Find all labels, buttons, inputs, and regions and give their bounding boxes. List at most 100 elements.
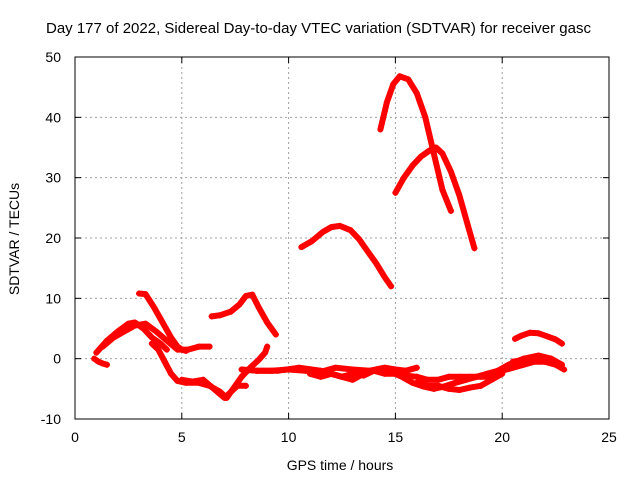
data-point <box>272 331 279 338</box>
data-point <box>234 382 241 389</box>
data-point <box>381 364 388 371</box>
data-point <box>262 349 269 356</box>
data-point <box>432 144 439 151</box>
data-point <box>488 376 495 383</box>
data-point <box>99 360 106 367</box>
data-point <box>110 334 117 341</box>
y-tick-label: 10 <box>45 290 61 306</box>
data-point <box>349 376 356 383</box>
data-point <box>168 334 175 341</box>
y-tick-label: -10 <box>41 411 61 427</box>
data-point <box>465 222 472 229</box>
data-point <box>439 150 446 157</box>
data-point <box>561 366 568 373</box>
x-axis-label: GPS time / hours <box>287 457 394 473</box>
data-point <box>499 370 506 377</box>
data-point <box>473 373 480 380</box>
data-point <box>221 394 228 401</box>
data-point <box>253 367 260 374</box>
data-point <box>195 343 202 350</box>
data-point <box>95 358 102 365</box>
data-point <box>512 335 519 342</box>
data-point <box>445 373 452 380</box>
y-tick-label: 20 <box>45 230 61 246</box>
data-point <box>255 356 262 363</box>
data-point <box>210 385 217 392</box>
data-point <box>317 373 324 380</box>
data-point <box>163 346 170 353</box>
series-arc-12 <box>377 73 454 214</box>
data-point <box>467 384 474 391</box>
data-point <box>142 291 149 298</box>
data-point <box>159 319 166 326</box>
data-point <box>390 81 397 88</box>
data-point <box>328 224 335 231</box>
y-tick-label: 50 <box>45 49 61 65</box>
data-point <box>249 291 256 298</box>
data-point <box>388 283 395 290</box>
data-point <box>317 367 324 374</box>
x-tick-label: 15 <box>388 429 404 445</box>
data-point <box>163 337 170 344</box>
data-point <box>360 370 367 377</box>
data-point <box>409 162 416 169</box>
data-point <box>242 292 249 299</box>
data-point <box>151 304 158 311</box>
data-point <box>452 379 459 386</box>
data-point <box>383 99 390 106</box>
data-point <box>349 370 356 377</box>
data-point <box>328 370 335 377</box>
data-point <box>227 308 234 315</box>
data-point <box>236 301 243 308</box>
data-point <box>183 347 190 354</box>
data-point <box>227 388 234 395</box>
data-point <box>552 361 559 368</box>
data-point <box>405 76 412 83</box>
data-point <box>274 367 281 374</box>
data-point <box>424 376 431 383</box>
x-tick-label: 0 <box>71 429 79 445</box>
x-tick-label: 25 <box>601 429 617 445</box>
data-point <box>435 382 442 389</box>
data-point <box>264 319 271 326</box>
data-point <box>484 370 491 377</box>
data-point <box>309 238 316 245</box>
data-point <box>153 328 160 335</box>
data-point <box>319 228 326 235</box>
data-point <box>552 336 559 343</box>
data-point <box>447 207 454 214</box>
data-point <box>264 343 271 350</box>
data-point <box>413 373 420 380</box>
data-point <box>544 333 551 340</box>
data-point <box>413 90 420 97</box>
data-point <box>426 147 433 154</box>
data-point <box>398 373 405 380</box>
data-point <box>142 320 149 327</box>
data-point <box>200 376 207 383</box>
data-point <box>178 346 185 353</box>
data-point <box>456 387 463 394</box>
x-tick-label: 10 <box>281 429 297 445</box>
data-point <box>388 368 395 375</box>
data-point <box>471 245 478 252</box>
data-point <box>413 379 420 386</box>
data-point <box>477 382 484 389</box>
data-point <box>339 373 345 380</box>
data-point <box>494 367 501 374</box>
data-point <box>509 358 516 365</box>
data-point <box>445 385 452 392</box>
data-point <box>535 330 542 337</box>
data-point <box>456 192 463 199</box>
data-point <box>306 370 313 377</box>
y-tick-label: 30 <box>45 170 61 186</box>
data-point <box>161 358 168 365</box>
data-point <box>255 304 262 311</box>
data-point <box>148 334 155 341</box>
axes: 0 5 10 15 20 25 -10 0 10 20 30 40 50 <box>41 49 617 445</box>
data-point <box>520 356 527 363</box>
data-point <box>439 186 446 193</box>
data-point <box>136 290 143 297</box>
data-point <box>332 364 339 371</box>
